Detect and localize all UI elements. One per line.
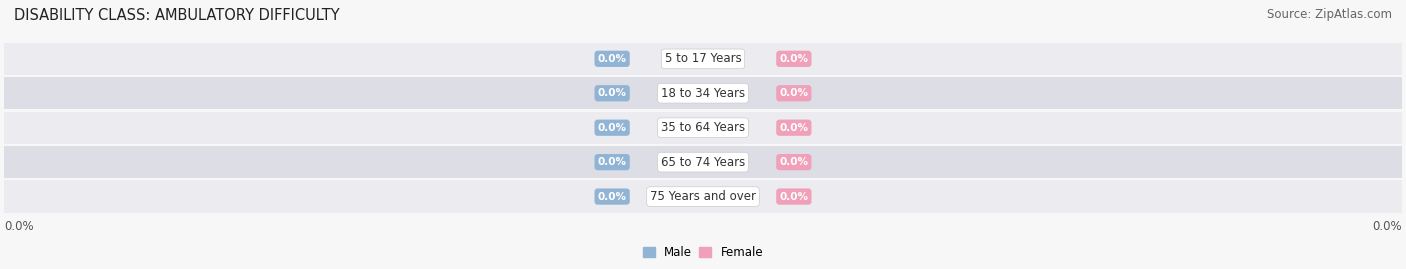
Text: 0.0%: 0.0% [779,157,808,167]
Text: 0.0%: 0.0% [779,54,808,64]
Text: 0.0%: 0.0% [598,123,627,133]
Text: 5 to 17 Years: 5 to 17 Years [665,52,741,65]
Text: 0.0%: 0.0% [1372,220,1402,233]
Text: 0.0%: 0.0% [598,54,627,64]
Text: 0.0%: 0.0% [4,220,34,233]
Text: 75 Years and over: 75 Years and over [650,190,756,203]
Text: 0.0%: 0.0% [779,192,808,201]
Text: 65 to 74 Years: 65 to 74 Years [661,156,745,169]
Legend: Male, Female: Male, Female [643,246,763,259]
Text: 0.0%: 0.0% [598,192,627,201]
Text: 0.0%: 0.0% [598,88,627,98]
Bar [4,180,1402,213]
Text: 0.0%: 0.0% [779,88,808,98]
Bar [4,146,1402,178]
Text: 35 to 64 Years: 35 to 64 Years [661,121,745,134]
Text: 0.0%: 0.0% [779,123,808,133]
Bar [4,112,1402,144]
Bar [4,43,1402,75]
Text: Source: ZipAtlas.com: Source: ZipAtlas.com [1267,8,1392,21]
Text: 0.0%: 0.0% [598,157,627,167]
Text: DISABILITY CLASS: AMBULATORY DIFFICULTY: DISABILITY CLASS: AMBULATORY DIFFICULTY [14,8,340,23]
Text: 18 to 34 Years: 18 to 34 Years [661,87,745,100]
Bar [4,77,1402,109]
